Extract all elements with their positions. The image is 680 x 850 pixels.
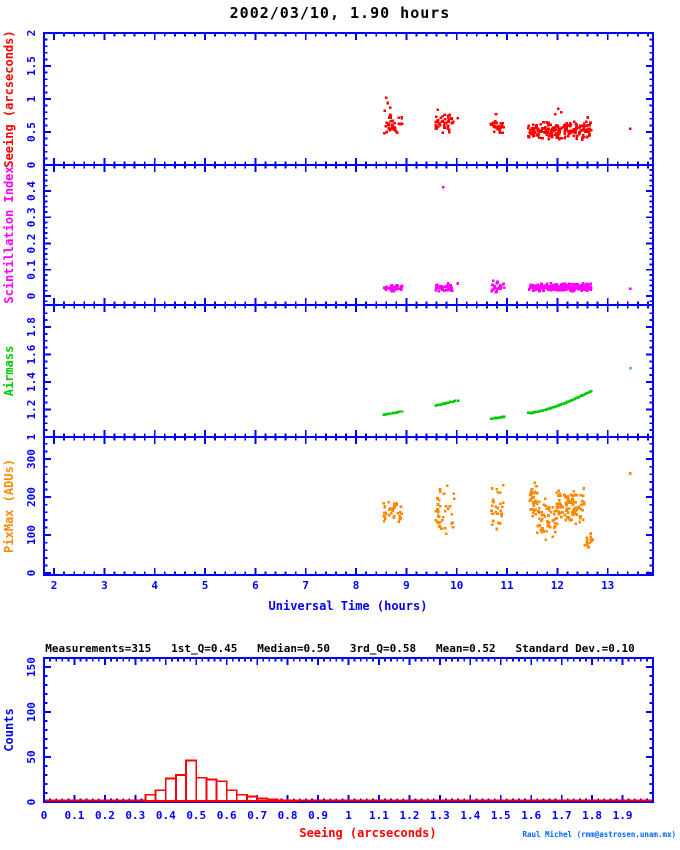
- svg-text:0: 0: [25, 293, 38, 300]
- svg-text:1.4: 1.4: [460, 809, 480, 822]
- svg-text:0.5: 0.5: [25, 122, 38, 142]
- svg-text:0.1: 0.1: [65, 809, 85, 822]
- histogram-x-axis-label: Seeing (arcseconds): [299, 826, 437, 840]
- svg-text:100: 100: [25, 702, 38, 722]
- svg-text:11: 11: [500, 579, 514, 592]
- airmass-y-axis-label: Airmass: [2, 346, 16, 397]
- svg-text:0: 0: [25, 162, 38, 169]
- svg-text:0: 0: [25, 799, 38, 806]
- svg-text:5: 5: [202, 579, 209, 592]
- svg-text:10: 10: [450, 579, 463, 592]
- pixmax-panel: 2 3 4 5 6 7 8 9 10 11 12 13 0 100 200 300: [25, 436, 654, 592]
- svg-text:1.7: 1.7: [552, 809, 572, 822]
- credit-text: Raul Michel (rmm@astrosen.unam.mx): [522, 830, 676, 839]
- svg-text:150: 150: [25, 657, 38, 677]
- svg-text:200: 200: [25, 487, 38, 507]
- svg-text:4: 4: [151, 579, 158, 592]
- svg-text:1.8: 1.8: [25, 317, 38, 337]
- seeing-points: [383, 96, 632, 141]
- svg-text:12: 12: [551, 579, 564, 592]
- svg-text:0.6: 0.6: [217, 809, 237, 822]
- svg-text:0.4: 0.4: [25, 181, 38, 201]
- svg-text:0.7: 0.7: [247, 809, 267, 822]
- counts-y-axis-label: Counts: [2, 708, 16, 751]
- svg-text:100: 100: [25, 525, 38, 545]
- airmass-points: [382, 367, 632, 421]
- seeing-histogram-bars: [45, 759, 652, 802]
- svg-text:0.3: 0.3: [125, 809, 145, 822]
- svg-text:0.5: 0.5: [186, 809, 206, 822]
- svg-text:1: 1: [345, 809, 352, 822]
- time-axis-label: Universal Time (hours): [268, 599, 428, 613]
- svg-text:50: 50: [25, 750, 38, 763]
- svg-text:2: 2: [51, 579, 58, 592]
- svg-text:1.5: 1.5: [491, 809, 511, 822]
- svg-text:1.3: 1.3: [430, 809, 450, 822]
- svg-text:1: 1: [25, 95, 38, 102]
- svg-text:0.2: 0.2: [25, 234, 38, 254]
- seeing-panel: 0 0.5 1 1.5 2: [25, 30, 654, 169]
- svg-text:0.3: 0.3: [25, 207, 38, 227]
- svg-text:0.4: 0.4: [156, 809, 176, 822]
- airmass-panel: 1 1.2 1.4 1.6 1.8: [25, 304, 654, 440]
- svg-text:1.1: 1.1: [369, 809, 389, 822]
- svg-text:3: 3: [101, 579, 108, 592]
- scintillation-y-axis-label: Scintillation Index: [2, 166, 16, 303]
- svg-text:1.2: 1.2: [25, 400, 38, 420]
- svg-text:1.6: 1.6: [521, 809, 541, 822]
- svg-text:8: 8: [353, 579, 360, 592]
- svg-text:6: 6: [252, 579, 259, 592]
- svg-text:1.4: 1.4: [25, 372, 38, 392]
- svg-text:1.6: 1.6: [25, 344, 38, 364]
- svg-text:0.1: 0.1: [25, 259, 38, 279]
- svg-text:0: 0: [41, 809, 48, 822]
- svg-text:1.5: 1.5: [25, 56, 38, 76]
- svg-text:1.2: 1.2: [399, 809, 419, 822]
- svg-text:1: 1: [25, 433, 38, 440]
- scintillation-points: [382, 185, 632, 294]
- pixmax-y-axis-label: PixMax (ADUs): [2, 459, 16, 553]
- svg-text:9: 9: [403, 579, 410, 592]
- svg-text:1.9: 1.9: [613, 809, 633, 822]
- scintillation-panel: 0 0.1 0.2 0.3 0.4: [25, 164, 654, 306]
- svg-text:0.9: 0.9: [308, 809, 328, 822]
- svg-text:1.8: 1.8: [582, 809, 602, 822]
- pixmax-points: [382, 472, 632, 549]
- svg-text:0: 0: [25, 570, 38, 577]
- seeing-histogram-panel: 0 0.1 0.2 0.3 0.4 0.5 0.6 0.7 0.8 0.9 1 1.1 1.2 1.3 1.…: [25, 657, 654, 822]
- svg-text:300: 300: [25, 449, 38, 469]
- svg-text:13: 13: [601, 579, 614, 592]
- svg-text:0.8: 0.8: [278, 809, 298, 822]
- svg-text:0.2: 0.2: [95, 809, 115, 822]
- histogram-stats-line: Measurements=315 1st_Q=0.45 Median=0.50 …: [45, 642, 635, 655]
- svg-text:2: 2: [25, 30, 38, 37]
- svg-text:7: 7: [302, 579, 309, 592]
- seeing-y-axis-label: Seeing (arcseconds): [2, 30, 16, 167]
- page-title: 2002/03/10, 1.90 hours: [229, 4, 451, 22]
